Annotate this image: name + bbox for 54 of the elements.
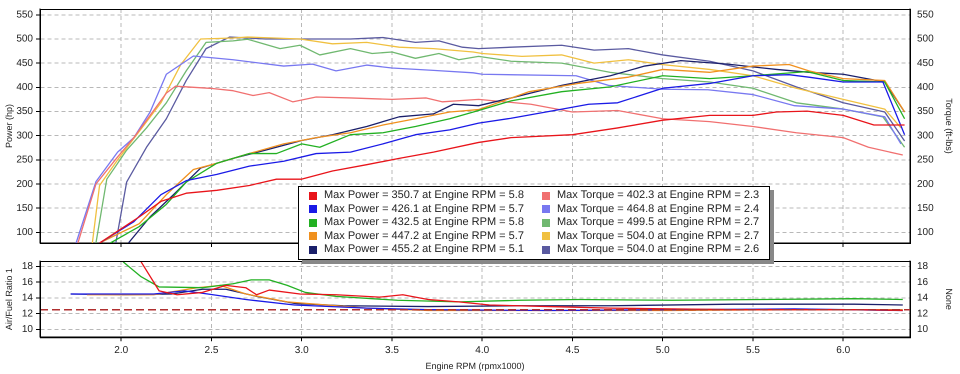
y2-axis-title: Torque (ft-lbs) bbox=[944, 98, 954, 154]
y-tick-label: 450 bbox=[16, 58, 34, 69]
y-tick-label: 12 bbox=[22, 308, 34, 320]
legend-label: Max Torque = 504.0 at Engine RPM = 2.6 bbox=[556, 243, 760, 256]
legend-label: Max Power = 447.2 at Engine RPM = 5.7 bbox=[324, 230, 524, 243]
y-tick-label: 250 bbox=[16, 154, 34, 166]
legend-label: Max Torque = 402.3 at Engine RPM = 2.3 bbox=[556, 189, 760, 202]
x-tick-label: 3.5 bbox=[385, 344, 400, 356]
legend-label: Max Power = 426.1 at Engine RPM = 5.7 bbox=[324, 202, 524, 216]
legend-label: Max Power = 350.7 at Engine RPM = 5.8 bbox=[324, 189, 524, 202]
x-tick-label: 6.0 bbox=[836, 344, 851, 356]
x-tick-label: 2.5 bbox=[204, 344, 219, 356]
y2-tick-label: 300 bbox=[917, 130, 934, 142]
y-axis-title: Air/Fuel Ratio 1 bbox=[4, 268, 14, 330]
y-tick-label: 300 bbox=[16, 130, 34, 142]
y-tick-label: 500 bbox=[16, 34, 34, 45]
legend-label: Max Torque = 499.5 at Engine RPM = 2.7 bbox=[556, 216, 760, 230]
x-axis-title: Engine RPM (rpmx1000) bbox=[425, 361, 525, 372]
y2-tick-label: 200 bbox=[917, 178, 934, 190]
y-tick-label: 16 bbox=[22, 276, 34, 288]
legend-label: Max Power = 455.2 at Engine RPM = 5.1 bbox=[324, 243, 524, 256]
y2-axis-title: None bbox=[944, 288, 954, 310]
y2-tick-label: 400 bbox=[917, 82, 934, 94]
y2-tick-label: 150 bbox=[917, 202, 934, 214]
y2-tick-label: 450 bbox=[917, 58, 934, 69]
y-tick-label: 200 bbox=[16, 178, 34, 190]
y-tick-label: 100 bbox=[16, 227, 34, 238]
legend-label: Max Torque = 464.8 at Engine RPM = 2.4 bbox=[556, 202, 760, 216]
y2-tick-label: 18 bbox=[917, 261, 929, 272]
x-tick-label: 2.0 bbox=[114, 344, 129, 356]
y-tick-label: 10 bbox=[22, 324, 34, 336]
y2-tick-label: 100 bbox=[917, 227, 934, 238]
y2-tick-label: 250 bbox=[917, 154, 934, 166]
legend-label: Max Power = 432.5 at Engine RPM = 5.8 bbox=[324, 216, 524, 230]
x-tick-label: 5.5 bbox=[746, 344, 760, 356]
y2-tick-label: 12 bbox=[917, 308, 929, 320]
y2-tick-label: 550 bbox=[917, 10, 934, 21]
x-tick-label: 4.0 bbox=[475, 344, 490, 356]
y-tick-label: 150 bbox=[16, 202, 34, 214]
y2-tick-label: 16 bbox=[917, 276, 929, 288]
y-tick-label: 18 bbox=[22, 261, 34, 272]
x-tick-label: 4.5 bbox=[566, 344, 580, 356]
y2-tick-label: 350 bbox=[917, 106, 934, 118]
y-tick-label: 550 bbox=[16, 10, 34, 21]
y2-tick-label: 10 bbox=[917, 324, 929, 336]
x-tick-label: 3.0 bbox=[294, 344, 310, 356]
y2-tick-label: 14 bbox=[917, 292, 929, 304]
x-tick-label: 5.0 bbox=[656, 344, 670, 356]
y2-tick-label: 500 bbox=[917, 34, 934, 45]
y-tick-label: 14 bbox=[22, 292, 34, 304]
y-axis-title: Power (hp) bbox=[4, 104, 14, 148]
y-tick-label: 350 bbox=[16, 106, 34, 118]
legend-label: Max Torque = 504.0 at Engine RPM = 2.7 bbox=[556, 230, 760, 243]
y-tick-label: 400 bbox=[16, 82, 34, 94]
